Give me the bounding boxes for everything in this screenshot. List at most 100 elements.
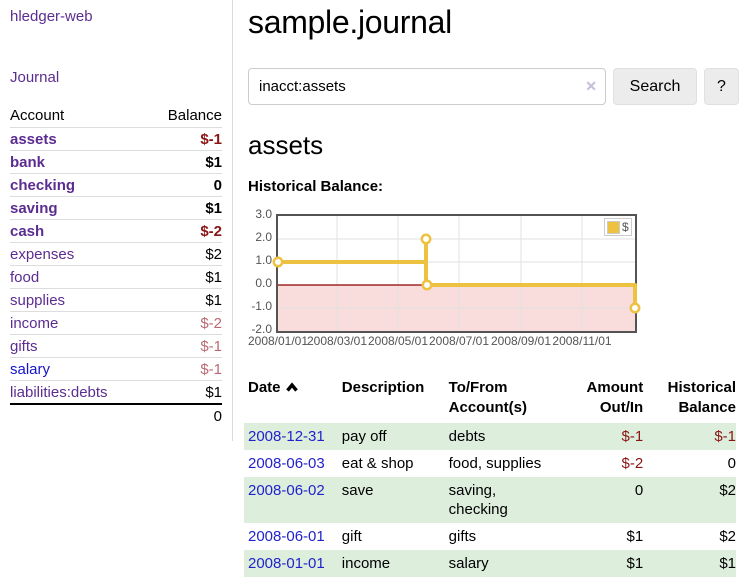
transaction-accounts: saving, checking <box>448 482 508 518</box>
accounts-header-balance: Balance <box>167 107 222 124</box>
series-line <box>278 239 637 308</box>
transaction-description: income <box>341 555 391 572</box>
app-title-link[interactable]: hledger-web <box>10 8 93 25</box>
accounts-header-row: Account Balance <box>10 104 222 128</box>
account-link-salary[interactable]: salary <box>10 360 51 378</box>
clear-search-icon[interactable]: ✕ <box>585 78 597 94</box>
account-row: gifts $-1 <box>10 334 222 358</box>
plot-area[interactable] <box>272 214 641 333</box>
transaction-amount: 0 <box>634 482 644 499</box>
y-axis-tick: 2.0 <box>255 230 272 244</box>
accounts-table: Account Balance assets $-1 bank $1 check… <box>10 104 222 427</box>
account-row: liabilities:debts $1 <box>10 380 222 404</box>
transaction-description: gift <box>341 528 362 545</box>
column-header-tofrom: To/From Account(s) <box>449 375 570 423</box>
account-row: saving $1 <box>10 196 222 220</box>
transaction-balance: $-1 <box>714 428 736 445</box>
register-row[interactable]: 2008-01-01 income salary $1 $1 <box>244 550 736 577</box>
register-row[interactable]: 2008-12-31 pay off debts $-1 $-1 <box>244 423 736 450</box>
transaction-accounts: food, supplies <box>448 455 542 472</box>
accounts-header-account: Account <box>10 107 65 124</box>
account-link-assets[interactable]: assets <box>10 130 57 148</box>
legend-label: $ <box>622 220 629 234</box>
register-row[interactable]: 2008-06-01 gift gifts $1 $2 <box>244 523 736 550</box>
transaction-amount: $1 <box>626 555 644 572</box>
account-row: expenses $2 <box>10 242 222 266</box>
y-axis-tick: 3.0 <box>255 207 272 221</box>
transaction-description: pay off <box>341 428 387 445</box>
account-link-liabilities-debts[interactable]: liabilities:debts <box>10 383 108 401</box>
account-link-food[interactable]: food <box>10 268 40 286</box>
transaction-date-link[interactable]: 2008-06-01 <box>248 528 325 545</box>
transaction-date-link[interactable]: 2008-06-02 <box>248 482 325 499</box>
account-balance: $1 <box>146 196 222 220</box>
transaction-date-link[interactable]: 2008-06-03 <box>248 455 325 472</box>
x-axis-tick: 2008/11/01 <box>552 334 612 348</box>
account-link-cash[interactable]: cash <box>10 222 45 240</box>
search-input[interactable] <box>248 68 606 105</box>
account-link-checking[interactable]: checking <box>10 176 76 194</box>
account-row: checking 0 <box>10 173 222 197</box>
account-link-saving[interactable]: saving <box>10 199 58 217</box>
search-button[interactable]: Search <box>613 68 697 105</box>
transaction-description: save <box>341 482 374 499</box>
transaction-date-link[interactable]: 2008-01-01 <box>248 555 325 572</box>
account-link-supplies[interactable]: supplies <box>10 291 66 309</box>
transaction-accounts: debts <box>448 428 486 445</box>
account-row: cash $-2 <box>10 219 222 243</box>
y-axis-tick: -1.0 <box>251 299 272 313</box>
amount-line1: Amount <box>586 379 644 396</box>
tofrom-line1: To/From <box>448 379 508 396</box>
account-balance: $2 <box>146 242 222 266</box>
search-input-wrap: ✕ <box>248 68 606 105</box>
legend-swatch <box>607 220 620 234</box>
x-axis-tick: 2008/01/01 <box>247 334 309 348</box>
transaction-balance: $2 <box>719 528 736 545</box>
account-link-bank[interactable]: bank <box>10 153 46 171</box>
x-axis-tick: 2008/03/01 <box>306 334 368 348</box>
account-link-income[interactable]: income <box>10 314 59 332</box>
register-row[interactable]: 2008-06-02 save saving, checking 0 $2 <box>244 477 736 523</box>
x-axis-tick: 2008/07/01 <box>428 334 490 348</box>
transaction-amount: $1 <box>626 528 644 545</box>
account-balance: $1 <box>146 288 222 312</box>
account-row: supplies $1 <box>10 288 222 312</box>
page-title: sample.journal <box>248 4 452 40</box>
tofrom-line2: Account(s) <box>448 399 527 416</box>
account-balance: $-1 <box>146 334 222 358</box>
main-content: sample.journal ✕ Search ? assets Histori… <box>233 0 742 577</box>
account-link-expenses[interactable]: expenses <box>10 245 75 263</box>
amount-line2: Out/In <box>599 399 644 416</box>
balance-line2: Balance <box>678 399 736 416</box>
transaction-description: eat & shop <box>341 455 414 472</box>
account-balance: $1 <box>146 265 222 289</box>
register-header-row: Date Description To/From Account(s) Amoun… <box>244 375 736 423</box>
x-axis-tick: 2008/09/01 <box>490 334 552 348</box>
x-axis-tick: 2008/05/01 <box>367 334 429 348</box>
sidebar-item-journal[interactable]: Journal <box>10 69 60 86</box>
transaction-balance: $1 <box>719 555 736 572</box>
transaction-amount: $-1 <box>621 428 644 445</box>
account-heading: assets <box>248 130 324 160</box>
account-balance: $-1 <box>146 357 222 381</box>
column-header-balance: Historical Balance <box>643 375 736 423</box>
column-header-description: Description <box>341 379 425 396</box>
balance-step-line <box>272 216 641 331</box>
account-row: food $1 <box>10 265 222 289</box>
search-bar: ✕ Search ? <box>248 68 742 105</box>
date-header-label: Date <box>248 379 281 396</box>
help-button[interactable]: ? <box>704 68 739 105</box>
column-header-date[interactable]: Date <box>244 375 342 423</box>
y-axis-tick: -2.0 <box>251 322 272 336</box>
transaction-accounts: gifts <box>448 528 477 545</box>
gridlines <box>278 216 635 331</box>
account-row: salary $-1 <box>10 357 222 381</box>
register-row[interactable]: 2008-06-03 eat & shop food, supplies $-2… <box>244 450 736 477</box>
account-row: bank $1 <box>10 150 222 174</box>
transaction-date-link[interactable]: 2008-12-31 <box>248 428 325 445</box>
account-balance: $-1 <box>146 127 222 151</box>
account-balance: $1 <box>146 150 222 174</box>
data-point-markers <box>272 233 641 314</box>
account-link-gifts[interactable]: gifts <box>10 337 38 355</box>
